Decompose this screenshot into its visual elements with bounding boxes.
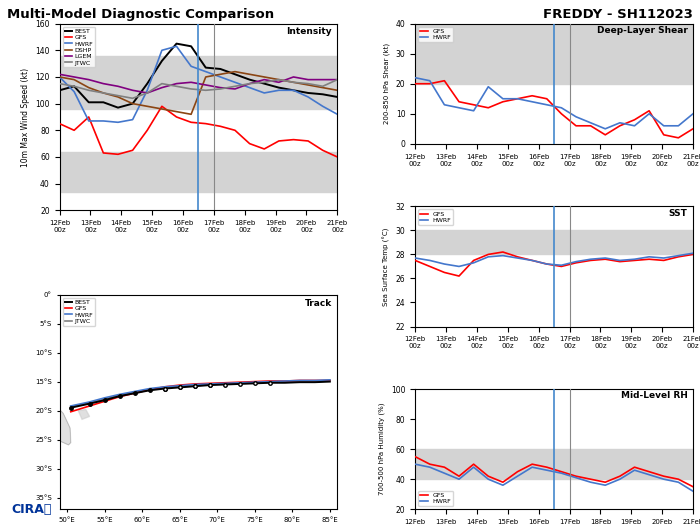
Y-axis label: 10m Max Wind Speed (kt): 10m Max Wind Speed (kt) bbox=[21, 67, 29, 166]
Bar bbox=[60, 152, 337, 192]
Bar bbox=[415, 230, 693, 255]
Text: Deep-Layer Shear: Deep-Layer Shear bbox=[596, 26, 687, 35]
Y-axis label: 700-500 hPa Humidity (%): 700-500 hPa Humidity (%) bbox=[379, 403, 386, 496]
Text: CIRAⓄ: CIRAⓄ bbox=[11, 503, 52, 516]
Bar bbox=[415, 24, 693, 83]
Text: FREDDY - SH112023: FREDDY - SH112023 bbox=[543, 8, 693, 21]
Legend: GFS, HWRF: GFS, HWRF bbox=[419, 209, 454, 225]
Y-axis label: Sea Surface Temp (°C): Sea Surface Temp (°C) bbox=[383, 227, 390, 306]
Text: Multi-Model Diagnostic Comparison: Multi-Model Diagnostic Comparison bbox=[7, 8, 274, 21]
Legend: BEST, GFS, HWRF, DSHP, LGEM, JTWC: BEST, GFS, HWRF, DSHP, LGEM, JTWC bbox=[62, 27, 95, 67]
Text: Intensity: Intensity bbox=[286, 27, 332, 36]
Polygon shape bbox=[16, 363, 71, 445]
Bar bbox=[415, 449, 693, 479]
Bar bbox=[60, 56, 337, 109]
Legend: BEST, GFS, HWRF, JTWC: BEST, GFS, HWRF, JTWC bbox=[62, 298, 95, 326]
Y-axis label: 200-850 hPa Shear (kt): 200-850 hPa Shear (kt) bbox=[384, 43, 390, 124]
Polygon shape bbox=[78, 410, 90, 419]
Text: SST: SST bbox=[668, 209, 687, 218]
Legend: GFS, HWRF: GFS, HWRF bbox=[419, 491, 454, 506]
Text: Mid-Level RH: Mid-Level RH bbox=[621, 392, 687, 401]
Legend: GFS, HWRF: GFS, HWRF bbox=[419, 27, 454, 42]
Text: Track: Track bbox=[304, 299, 332, 308]
